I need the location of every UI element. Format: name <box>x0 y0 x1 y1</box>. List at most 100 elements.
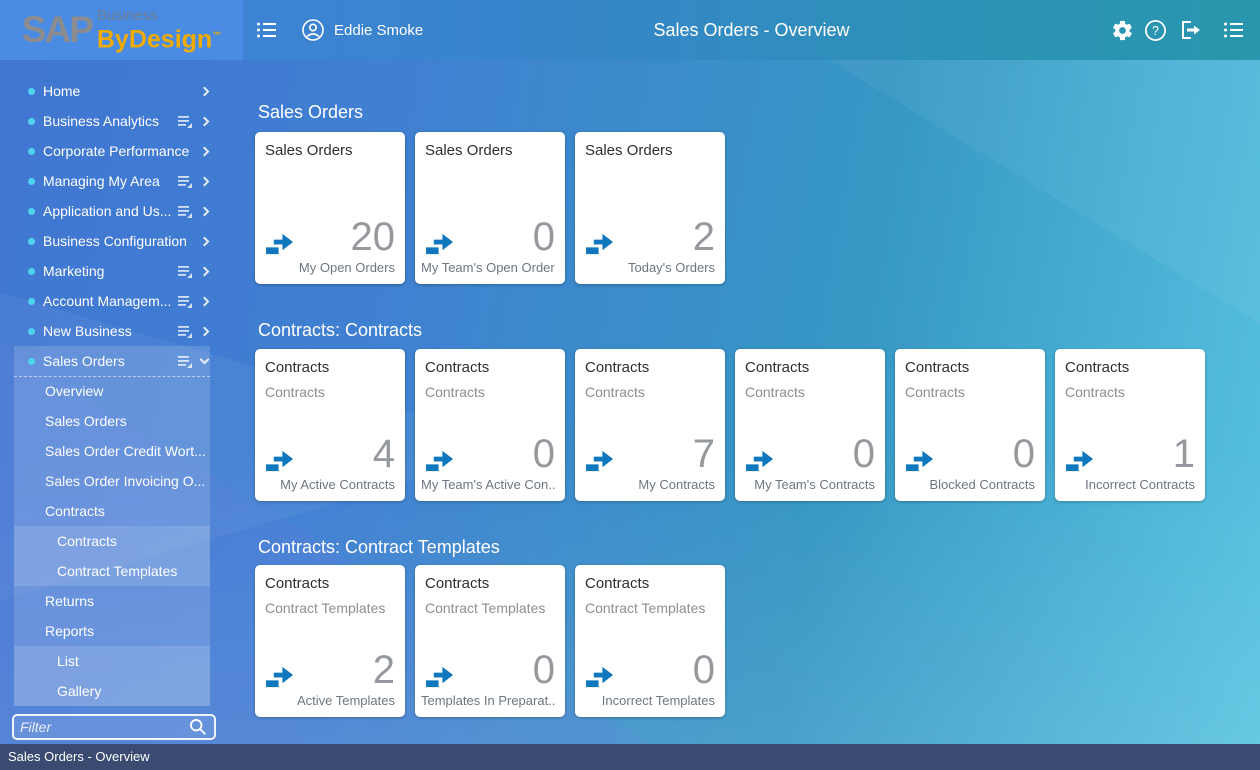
sidebar-subitem-returns[interactable]: Returns <box>45 593 95 609</box>
top-header: SAP Business ByDesign™ Eddie Smoke Sales… <box>0 0 1260 60</box>
kpi-value: 2 <box>692 215 715 259</box>
sidebar-subitem-credit-worthiness[interactable]: Sales Order Credit Wort... <box>45 443 206 459</box>
kpi-card-todays-orders[interactable]: Sales Orders 2 Today's Orders <box>575 132 725 284</box>
kpi-value: 1 <box>1172 432 1195 476</box>
kpi-card-team-contracts[interactable]: Contracts Contracts 0 My Team's Contract… <box>735 349 885 501</box>
sidebar-subitem-reports[interactable]: Reports <box>45 623 95 639</box>
sales-order-arrow-icon <box>585 230 616 257</box>
kpi-caption: Incorrect Templates <box>601 693 715 708</box>
logout-icon[interactable] <box>1177 18 1202 42</box>
kpi-card-my-open-orders[interactable]: Sales Orders 20 My Open Orders <box>255 132 405 284</box>
quick-menu-icon[interactable] <box>178 265 192 278</box>
section-title: Sales Orders <box>258 102 364 122</box>
quick-menu-icon[interactable] <box>178 175 192 188</box>
bullet-icon <box>28 357 35 365</box>
kpi-card-team-active-contracts[interactable]: Contracts Contracts 0 My Team's Active C… <box>415 349 565 501</box>
filter-input[interactable] <box>20 719 188 735</box>
kpi-caption: My Team's Contracts <box>754 477 875 492</box>
sales-order-arrow-icon <box>265 447 296 474</box>
user-avatar-icon <box>302 19 324 41</box>
sidebar-item-managing-my-area[interactable]: Managing My Area <box>0 166 228 196</box>
sidebar-subitem-overview[interactable]: Overview <box>45 383 104 399</box>
contracts-group-highlight <box>14 526 210 586</box>
kpi-card-incorrect-contracts[interactable]: Contracts Contracts 1 Incorrect Contract… <box>1055 349 1205 501</box>
sidebar-item-business-analytics[interactable]: Business Analytics <box>0 106 228 136</box>
quick-menu-icon[interactable] <box>178 205 192 218</box>
sales-order-arrow-icon <box>265 230 296 257</box>
quick-menu-icon[interactable] <box>178 295 192 308</box>
quick-menu-icon[interactable] <box>178 115 192 128</box>
sidebar-subitem-reports-gallery[interactable]: Gallery <box>57 683 102 699</box>
kpi-card-templates-in-preparation[interactable]: Contracts Contract Templates 0 Templates… <box>415 565 565 717</box>
chevron-right-icon <box>199 266 210 276</box>
kpi-caption: Blocked Contracts <box>929 477 1036 492</box>
sidebar-item-account-management[interactable]: Account Managem... <box>0 286 228 316</box>
kpi-value: 0 <box>1012 432 1035 476</box>
bullet-icon <box>28 87 35 95</box>
bullet-icon <box>28 297 35 305</box>
nav-list-menu-icon[interactable] <box>255 18 279 42</box>
status-text: Sales Orders - Overview <box>8 749 150 764</box>
reports-group-highlight <box>14 646 210 706</box>
search-icon[interactable] <box>188 717 208 737</box>
kpi-card-my-contracts[interactable]: Contracts Contracts 7 My Contracts <box>575 349 725 501</box>
kpi-caption: My Open Orders <box>298 260 395 275</box>
sap-bydesign-logo[interactable]: SAP Business ByDesign™ <box>0 0 243 60</box>
kpi-caption: Active Templates <box>296 693 395 708</box>
sidebar-item-new-business[interactable]: New Business <box>0 316 228 346</box>
sidebar: Home Business Analytics Corporate Perfor… <box>0 60 228 744</box>
kpi-caption: My Contracts <box>638 477 715 492</box>
svg-text:?: ? <box>1152 23 1159 37</box>
kpi-card-team-open-orders[interactable]: Sales Orders 0 My Team's Open Orders <box>415 132 565 284</box>
kpi-value: 0 <box>532 215 555 259</box>
kpi-caption: My Team's Active Con... <box>421 477 555 492</box>
user-chip[interactable]: Eddie Smoke <box>301 18 423 42</box>
kpi-card-my-active-contracts[interactable]: Contracts Contracts 4 My Active Contract… <box>255 349 405 501</box>
sidebar-subitem-invoicing[interactable]: Sales Order Invoicing O... <box>45 473 206 489</box>
kpi-value: 2 <box>372 648 395 692</box>
chevron-right-icon <box>199 326 210 336</box>
chevron-right-icon <box>199 296 210 306</box>
sidebar-item-application-and-user[interactable]: Application and Us... <box>0 196 228 226</box>
quick-menu-icon[interactable] <box>178 325 192 338</box>
kpi-caption: My Team's Open Orders <box>421 260 555 275</box>
sidebar-filter <box>12 714 216 740</box>
kpi-card-active-templates[interactable]: Contracts Contract Templates 2 Active Te… <box>255 565 405 717</box>
sidebar-item-marketing[interactable]: Marketing <box>0 256 228 286</box>
help-icon[interactable]: ? <box>1144 19 1167 42</box>
sidebar-subitem-reports-list[interactable]: List <box>57 653 79 669</box>
sidebar-subitem-contracts[interactable]: Contracts <box>57 533 117 549</box>
overflow-list-icon[interactable] <box>1222 18 1246 42</box>
chevron-right-icon <box>199 116 210 126</box>
sales-order-arrow-icon <box>425 230 456 257</box>
kpi-value: 0 <box>532 648 555 692</box>
sales-order-arrow-icon <box>1065 447 1096 474</box>
kpi-caption: Templates In Preparat... <box>421 693 555 708</box>
kpi-card-blocked-contracts[interactable]: Contracts Contracts 0 Blocked Contracts <box>895 349 1045 501</box>
settings-gear-icon[interactable] <box>1111 19 1134 42</box>
quick-menu-icon[interactable] <box>178 355 192 368</box>
kpi-value: 20 <box>350 215 396 259</box>
sidebar-item-sales-orders[interactable]: Sales Orders <box>0 346 228 376</box>
sidebar-item-corporate-performance[interactable]: Corporate Performance <box>0 136 228 166</box>
sidebar-item-home[interactable]: Home <box>0 76 228 106</box>
user-name: Eddie Smoke <box>334 21 424 39</box>
sales-order-arrow-icon <box>585 663 616 690</box>
kpi-caption: My Active Contracts <box>280 477 395 492</box>
sales-order-arrow-icon <box>745 447 776 474</box>
bullet-icon <box>28 177 35 185</box>
bullet-icon <box>28 327 35 335</box>
kpi-caption: Incorrect Contracts <box>1085 477 1195 492</box>
content-area: Sales Orders Sales Orders 20 My Open Ord… <box>255 60 1260 744</box>
sidebar-item-business-configuration[interactable]: Business Configuration <box>0 226 228 256</box>
bullet-icon <box>28 237 35 245</box>
sidebar-subitem-contract-templates[interactable]: Contract Templates <box>57 563 178 579</box>
sidebar-subitem-contracts-group[interactable]: Contracts <box>45 503 105 519</box>
sales-order-arrow-icon <box>425 663 456 690</box>
sidebar-subitem-sales-orders[interactable]: Sales Orders <box>45 413 127 429</box>
kpi-value: 4 <box>372 432 395 476</box>
kpi-card-incorrect-templates[interactable]: Contracts Contract Templates 0 Incorrect… <box>575 565 725 717</box>
bullet-icon <box>28 117 35 125</box>
expanded-section-highlight <box>14 346 210 706</box>
chevron-right-icon <box>199 146 210 156</box>
